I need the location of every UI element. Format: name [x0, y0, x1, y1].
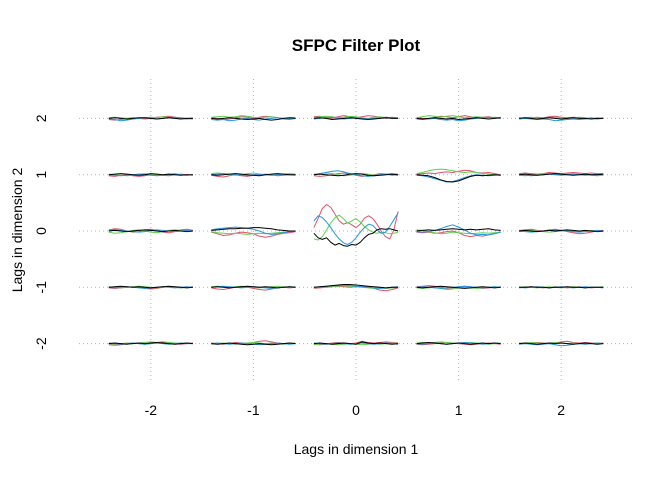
filter-curve-blue: [108, 173, 193, 177]
x-axis-label: Lags in dimension 1: [293, 441, 419, 457]
filter-curve-green: [211, 285, 296, 289]
filter-curve-black: [211, 173, 296, 177]
filter-curve-black: [416, 285, 501, 289]
filter-curve-blue: [313, 170, 399, 177]
y-tick-label: -1: [33, 281, 49, 294]
filter-curve-black: [416, 117, 501, 120]
filter-curve-black: [416, 174, 501, 183]
filter-curve-black: [211, 117, 296, 121]
filter-curve-black: [211, 227, 296, 232]
filter-curve-black: [313, 341, 399, 345]
x-tick-label: 0: [352, 402, 360, 418]
filter-curve-black: [108, 342, 193, 345]
filter-curve-black: [108, 285, 193, 289]
x-tick-label: 1: [455, 402, 463, 418]
filter-curve-black: [519, 173, 604, 176]
filter-curve-black: [211, 342, 296, 346]
filter-curve-black: [313, 228, 399, 247]
filter-curve-green: [416, 229, 501, 235]
filter-curve-black: [108, 173, 193, 176]
filter-curve-green: [416, 168, 501, 176]
y-tick-label: 0: [33, 227, 49, 235]
filter-curve-black: [211, 285, 296, 289]
y-tick-label: 2: [33, 114, 49, 122]
filter-curve-black: [313, 173, 399, 177]
filter-curve-blue: [416, 116, 501, 122]
filter-curve-black: [313, 284, 399, 289]
filter-curve-black: [416, 228, 501, 232]
filter-curve-green: [108, 229, 193, 234]
filter-curve-black: [108, 229, 193, 233]
filter-curve-green: [211, 230, 296, 235]
filter-curve-blue: [313, 116, 399, 120]
filter-curve-blue: [211, 226, 296, 235]
filter-curve-black: [108, 117, 193, 120]
filter-curve-blue: [416, 224, 501, 236]
filter-curve-red: [416, 169, 501, 176]
x-tick-label: -1: [247, 402, 260, 418]
filter-curve-black: [519, 342, 604, 345]
y-tick-label: -2: [33, 337, 49, 350]
y-tick-label: 1: [33, 171, 49, 179]
filter-curve-red: [313, 204, 399, 240]
x-tick-label: 2: [557, 402, 565, 418]
filter-curve-black: [519, 117, 604, 120]
filter-curve-blue: [313, 212, 399, 245]
filter-curve-black: [416, 342, 501, 345]
filter-curve-black: [519, 229, 604, 233]
y-axis-label: Lags in dimension 2: [9, 167, 25, 293]
plot-title: SFPC Filter Plot: [291, 36, 421, 55]
filter-curve-black: [313, 117, 399, 120]
filter-curve-black: [519, 286, 604, 289]
x-tick-label: -2: [145, 402, 158, 418]
